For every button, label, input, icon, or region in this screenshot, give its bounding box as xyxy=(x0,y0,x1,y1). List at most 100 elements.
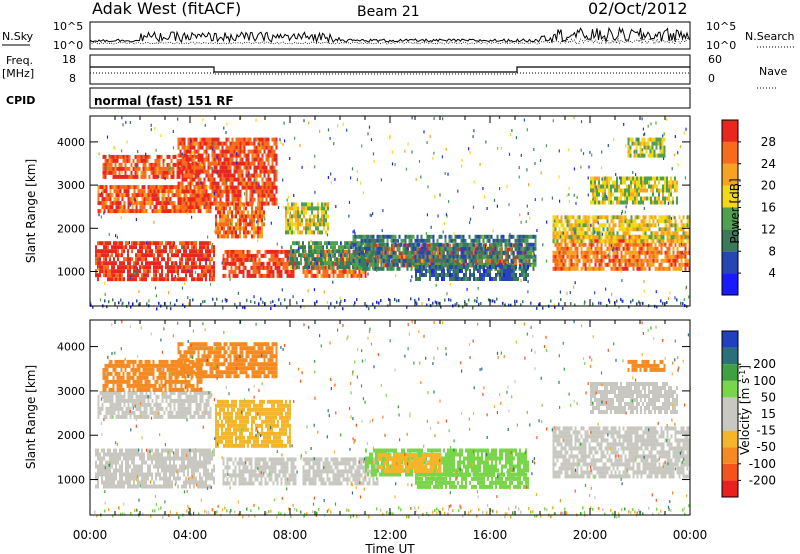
power-cell xyxy=(638,192,640,197)
power-cell xyxy=(171,205,174,210)
power-cell xyxy=(419,265,421,269)
power-cell xyxy=(652,239,655,244)
power-cell xyxy=(645,145,648,150)
power-cell xyxy=(213,189,216,194)
power-cell xyxy=(598,239,601,244)
power-cell xyxy=(239,226,241,231)
power-cell xyxy=(474,234,477,239)
power-cell xyxy=(259,226,261,231)
power-cell xyxy=(648,246,651,251)
power-cell xyxy=(478,246,481,251)
power-cell xyxy=(364,262,367,267)
power-cell xyxy=(412,242,415,247)
power-cell xyxy=(662,176,664,181)
power-cell xyxy=(647,153,650,158)
power-cell xyxy=(101,189,104,194)
power-cell xyxy=(113,249,115,254)
power-cell xyxy=(255,189,258,194)
power-cell xyxy=(618,266,621,271)
power-cell xyxy=(672,184,674,189)
power-cell xyxy=(115,277,117,282)
power-cell xyxy=(678,254,681,259)
power-cell xyxy=(459,247,461,252)
power-cell xyxy=(454,234,457,239)
power-cell xyxy=(513,273,515,277)
power-cell xyxy=(592,176,594,181)
power-cell xyxy=(305,222,307,227)
power-cell xyxy=(396,246,399,251)
power-cell xyxy=(342,269,345,274)
power-cell xyxy=(199,253,201,258)
power-cell xyxy=(636,258,639,263)
power-cell xyxy=(596,254,599,259)
power-cell xyxy=(260,253,263,258)
power-cell xyxy=(295,202,297,207)
power-cell xyxy=(276,257,279,262)
power-cell xyxy=(253,218,255,223)
power-cell xyxy=(620,215,623,220)
power-cell xyxy=(307,230,309,235)
power-cell xyxy=(163,185,166,190)
power-cell xyxy=(344,265,346,270)
power-cell xyxy=(110,154,113,159)
power-cell xyxy=(509,277,511,281)
power-cell xyxy=(134,154,137,159)
power-cell xyxy=(221,210,223,215)
power-cell xyxy=(144,174,147,179)
power-cell xyxy=(135,265,137,270)
power-cell xyxy=(223,185,226,190)
power-cell xyxy=(410,250,413,255)
power-cell xyxy=(168,162,171,167)
power-cell xyxy=(324,261,326,266)
power-cell xyxy=(670,200,672,205)
power-cell xyxy=(185,205,188,210)
power-cell xyxy=(171,245,173,250)
power-cell xyxy=(352,238,355,243)
power-cell xyxy=(515,259,517,264)
power-cell xyxy=(129,185,132,190)
power-cell xyxy=(222,253,225,258)
power-cell xyxy=(415,273,417,277)
power-cell xyxy=(149,245,151,250)
power-cell xyxy=(173,253,175,258)
power-cell xyxy=(233,177,236,182)
power-cell xyxy=(144,166,147,171)
power-cell xyxy=(608,180,610,185)
power-cell xyxy=(676,234,679,239)
power-cell xyxy=(496,250,499,255)
power-cell xyxy=(183,241,185,246)
power-cell xyxy=(635,137,638,142)
power-cell xyxy=(382,242,385,247)
power-cell xyxy=(193,157,196,162)
power-cell xyxy=(97,189,100,194)
power-cell xyxy=(183,245,185,250)
power-cell xyxy=(224,249,227,254)
power-cell xyxy=(429,243,431,248)
power-cell xyxy=(407,243,409,248)
power-cell xyxy=(566,254,569,259)
power-cell xyxy=(155,201,158,206)
power-cell xyxy=(199,245,201,250)
power-cell xyxy=(592,184,594,189)
power-cell xyxy=(596,250,599,255)
power-cell xyxy=(311,222,313,227)
power-cell xyxy=(243,202,245,207)
power-cell xyxy=(199,169,202,174)
power-cell xyxy=(410,262,413,267)
power-cell xyxy=(622,231,625,236)
power-cell xyxy=(138,154,141,159)
power-cell xyxy=(291,230,293,235)
power-cell xyxy=(268,269,271,274)
power-cell xyxy=(259,185,262,190)
power-cell xyxy=(229,157,232,162)
power-cell xyxy=(201,265,203,270)
power-cell xyxy=(226,257,229,262)
power-cell xyxy=(244,253,247,258)
power-cell xyxy=(574,235,577,240)
power-cell xyxy=(560,262,563,267)
power-cell xyxy=(666,258,669,263)
power-cell xyxy=(318,261,321,266)
power-cell xyxy=(652,254,655,259)
power-cell xyxy=(258,261,261,266)
power-cell xyxy=(189,209,192,214)
